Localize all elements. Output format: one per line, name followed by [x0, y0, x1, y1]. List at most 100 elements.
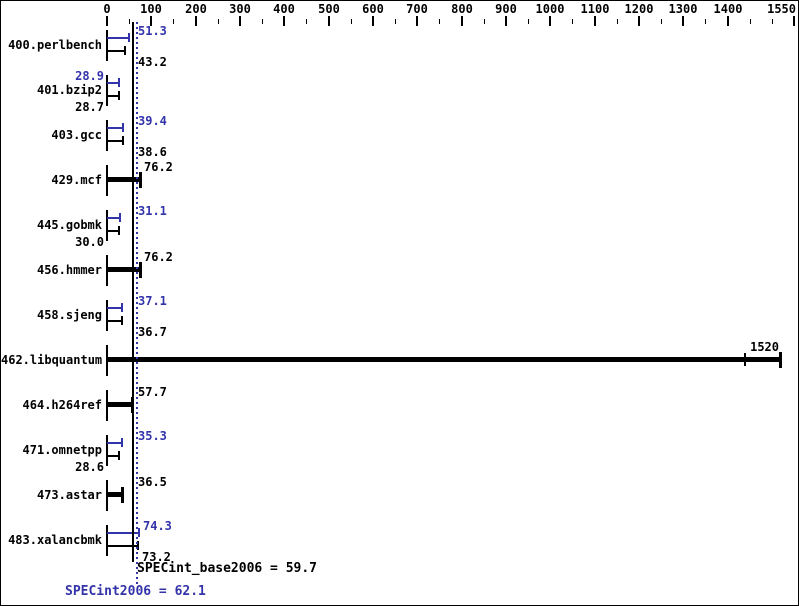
axis-tick-label: 1400: [713, 2, 743, 16]
axis-tick-label: 600: [362, 2, 384, 16]
axis-tick-label: 100: [140, 2, 162, 16]
base-bar-end-cap: [124, 46, 126, 55]
peak-bar-end-cap: [138, 528, 140, 537]
peak-bar-end-cap: [122, 123, 124, 132]
benchmark-label: 471.omnetpp: [22, 443, 102, 457]
base-bar: [107, 50, 126, 52]
value-label: 1520: [750, 340, 779, 354]
benchmark-label: 429.mcf: [51, 173, 102, 187]
base-bar: [107, 230, 120, 232]
base-bar-end-cap: [118, 226, 120, 235]
axis-tick-label: 0: [103, 2, 111, 16]
axis-tick: [661, 19, 662, 24]
peak-bar: [107, 217, 121, 219]
peak-bar-end-cap: [121, 438, 123, 447]
base-bar: [107, 140, 124, 142]
base-value-label: 30.0: [75, 235, 104, 249]
axis-tick-label: 700: [406, 2, 428, 16]
benchmark-label: 400.perlbench: [8, 38, 102, 52]
benchmark-label: 473.astar: [36, 488, 102, 502]
benchmark-label: 458.sjeng: [36, 308, 102, 322]
peak-bar: [107, 307, 123, 309]
axis-tick-label: 400: [273, 2, 295, 16]
value-label: 36.5: [138, 475, 167, 489]
axis-tick: [106, 16, 108, 26]
axis-tick: [218, 19, 219, 24]
base-value-label: 43.2: [138, 55, 167, 69]
basepeak-bar: [107, 492, 123, 497]
run-marker-tick: [744, 353, 746, 366]
benchmark-label: 403.gcc: [51, 128, 102, 142]
axis-tick: [617, 19, 618, 24]
row-axis-bracket: [106, 210, 108, 241]
specint-base2006-text: SPECint_base2006 = 59.7: [137, 561, 318, 576]
base-bar-end-cap: [118, 91, 120, 100]
axis-tick: [682, 16, 684, 26]
row-axis-bracket: [106, 300, 108, 331]
peak-bar-end-cap: [119, 213, 121, 222]
peak-bar: [107, 37, 130, 39]
axis-tick: [750, 19, 751, 24]
base-value-label: 73.2: [142, 550, 171, 564]
axis-tick: [793, 16, 795, 26]
axis-tick: [239, 16, 241, 26]
axis-tick-label: 1300: [668, 2, 698, 16]
axis-tick: [528, 19, 529, 24]
axis-tick: [262, 19, 263, 24]
peak-value-label: 39.4: [138, 114, 167, 128]
benchmark-label: 445.gobmk: [36, 218, 102, 232]
row-axis-bracket: [106, 435, 108, 466]
axis-tick: [727, 16, 729, 26]
basepeak-bar: [107, 267, 141, 272]
axis-tick: [306, 19, 307, 24]
basepeak-bar: [107, 402, 133, 407]
axis-tick: [351, 19, 352, 24]
basepeak-bar: [107, 177, 141, 182]
base-value-label: 36.7: [138, 325, 167, 339]
axis-tick: [484, 19, 485, 24]
axis-tick: [572, 19, 573, 24]
row-axis-bracket: [106, 75, 108, 106]
axis-tick-label: 200: [185, 2, 207, 16]
peak-bar-end-cap: [128, 33, 130, 42]
value-label: 76.2: [144, 160, 173, 174]
axis-tick: [129, 19, 130, 24]
axis-tick-label: 800: [451, 2, 473, 16]
base-bar-end-cap: [121, 316, 123, 325]
basepeak-bar: [107, 357, 781, 362]
axis-tick-label: 500: [318, 2, 340, 16]
peak-value-label: 31.1: [138, 204, 167, 218]
axis-tick: [549, 16, 551, 26]
axis-tick: [173, 19, 174, 24]
base-bar: [107, 320, 123, 322]
axis-tick: [395, 19, 396, 24]
axis-tick-label: 300: [229, 2, 251, 16]
axis-tick: [772, 19, 773, 24]
row-axis-bracket: [106, 120, 108, 151]
base-value-label: 28.7: [75, 100, 104, 114]
base-bar: [107, 545, 139, 547]
row-axis-bracket: [106, 525, 108, 556]
benchmark-label: 401.bzip2: [36, 83, 102, 97]
peak-bar: [107, 82, 120, 84]
base-value-label: 28.6: [75, 460, 104, 474]
peak-bar-end-cap: [121, 303, 123, 312]
axis-tick-label: 1550: [767, 2, 796, 16]
axis-tick: [594, 16, 596, 26]
peak-bar-end-cap: [118, 78, 120, 87]
axis-tick: [461, 16, 463, 26]
base-mean-line: [132, 22, 134, 562]
peak-mean-line: [136, 22, 138, 584]
axis-tick-label: 1000: [535, 2, 565, 16]
benchmark-label: 456.hmmer: [36, 263, 102, 277]
peak-value-label: 37.1: [138, 294, 167, 308]
axis-tick: [195, 16, 197, 26]
value-label: 57.7: [138, 385, 167, 399]
peak-value-label: 51.3: [138, 24, 167, 38]
base-value-label: 38.6: [138, 145, 167, 159]
axis-tick: [283, 16, 285, 26]
axis-tick: [638, 16, 640, 26]
basepeak-bar-end-cap: [139, 262, 142, 278]
value-label: 76.2: [144, 250, 173, 264]
basepeak-bar-end-cap: [139, 172, 142, 188]
